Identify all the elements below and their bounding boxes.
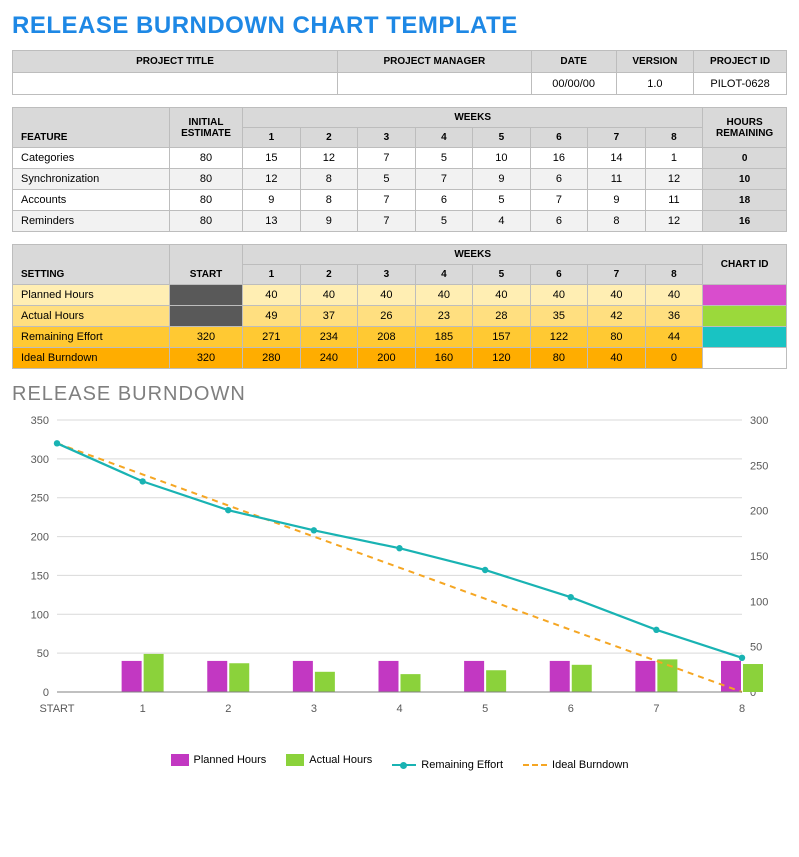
table-row: Remaining Effort320271234208185157122804… [13,327,787,348]
meta-v-id[interactable]: PILOT-0628 [694,73,787,95]
table-row: Ideal Burndown32028024020016012080400 [13,348,787,369]
svg-text:3: 3 [311,703,317,715]
meta-v-date[interactable]: 00/00/00 [531,73,616,95]
chart-legend: Planned HoursActual HoursRemaining Effor… [12,754,787,771]
svg-text:100: 100 [750,596,768,608]
svg-text:1: 1 [140,703,146,715]
svg-text:0: 0 [43,687,49,699]
svg-text:START: START [39,703,74,715]
table-row: Categories8015127510161410 [13,148,787,169]
meta-h-version: VERSION [616,51,693,73]
table-row: Reminders80139754681216 [13,211,787,232]
svg-text:8: 8 [739,703,745,715]
svg-text:50: 50 [750,642,762,654]
meta-v-title[interactable] [13,73,338,95]
svg-text:7: 7 [653,703,659,715]
svg-text:4: 4 [396,703,402,715]
table-row: Actual Hours4937262328354236 [13,306,787,327]
svg-text:300: 300 [31,454,49,466]
setting-table: SETTINGSTARTWEEKSCHART ID12345678Planned… [12,244,787,369]
meta-v-version[interactable]: 1.0 [616,73,693,95]
page-title: RELEASE BURNDOWN CHART TEMPLATE [12,12,787,40]
svg-text:150: 150 [750,551,768,563]
svg-text:2: 2 [225,703,231,715]
meta-h-id: PROJECT ID [694,51,787,73]
svg-text:50: 50 [37,648,49,660]
burndown-chart: 050100150200250300350050100150200250300S… [12,410,787,750]
project-meta-table: PROJECT TITLE PROJECT MANAGER DATE VERSI… [12,50,787,95]
table-row: Planned Hours4040404040404040 [13,285,787,306]
svg-text:100: 100 [31,609,49,621]
svg-text:150: 150 [31,570,49,582]
svg-text:350: 350 [31,415,49,427]
svg-text:250: 250 [750,460,768,472]
svg-text:200: 200 [750,506,768,518]
svg-text:300: 300 [750,415,768,427]
svg-text:200: 200 [31,532,49,544]
svg-text:250: 250 [31,493,49,505]
table-row: Accounts8098765791118 [13,190,787,211]
meta-h-title: PROJECT TITLE [13,51,338,73]
meta-v-manager[interactable] [338,73,532,95]
svg-text:5: 5 [482,703,488,715]
feature-table: FEATUREINITIAL ESTIMATEWEEKSHOURS REMAIN… [12,107,787,232]
chart-title: RELEASE BURNDOWN [12,383,787,406]
table-row: Synchronization801285796111210 [13,169,787,190]
meta-h-manager: PROJECT MANAGER [338,51,532,73]
meta-h-date: DATE [531,51,616,73]
svg-text:6: 6 [568,703,574,715]
